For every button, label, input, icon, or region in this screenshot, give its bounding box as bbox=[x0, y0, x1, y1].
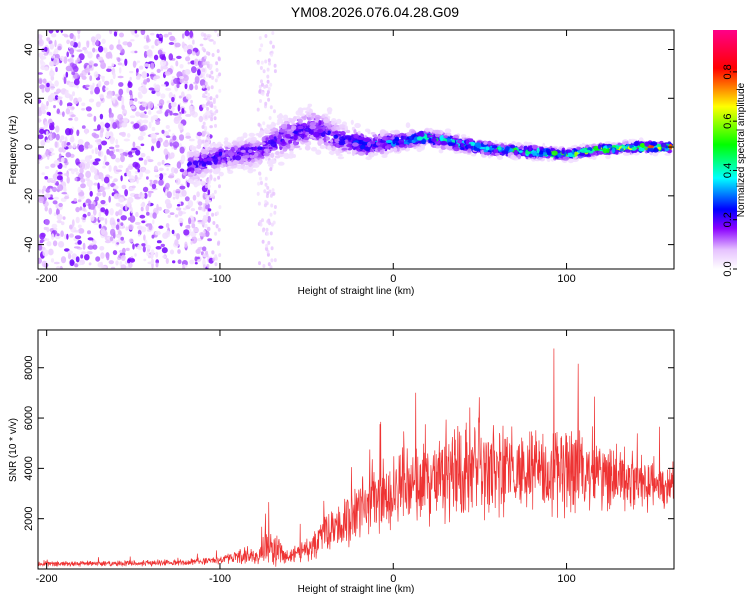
x-tick-label: -100 bbox=[209, 573, 231, 585]
colorbar-tick-label: 0.6 bbox=[722, 114, 734, 129]
x-tick-label: -200 bbox=[36, 573, 58, 585]
snr-x-ticks: -200 -100 0 100 bbox=[36, 330, 576, 585]
snr-x-label: Height of straight line (km) bbox=[298, 584, 415, 595]
x-tick-label: 100 bbox=[557, 273, 575, 285]
colorbar-ticks: 0.0 0.2 0.4 0.6 0.8 bbox=[722, 64, 737, 277]
snr-frame bbox=[37, 329, 675, 570]
spectrogram-y-ticks: -40 -20 0 20 40 bbox=[23, 43, 674, 253]
snr-series-line bbox=[37, 348, 675, 568]
spectrogram-frame bbox=[37, 29, 675, 270]
colorbar-gradient bbox=[713, 30, 737, 269]
spectrogram-heatmap bbox=[38, 30, 674, 269]
y-tick-label: 4000 bbox=[23, 456, 35, 480]
y-tick-label: -20 bbox=[23, 188, 35, 204]
snr-y-label: SNR (10 * v/v) bbox=[8, 418, 19, 482]
x-tick-label: 100 bbox=[557, 573, 575, 585]
x-tick-label: -100 bbox=[209, 273, 231, 285]
colorbar-tick-label: 0.4 bbox=[722, 163, 734, 178]
x-tick-label: 0 bbox=[390, 573, 396, 585]
snr-y-ticks: 2000 4000 6000 8000 bbox=[23, 355, 674, 531]
y-tick-label: 20 bbox=[23, 92, 35, 104]
y-tick-label: -40 bbox=[23, 237, 35, 253]
y-tick-label: 0 bbox=[23, 144, 35, 150]
colorbar-label: Normalized spectral amplitude bbox=[736, 82, 747, 217]
spectrogram-y-label: Frequency (Hz) bbox=[8, 116, 19, 185]
colorbar-tick-label: 0.2 bbox=[722, 212, 734, 227]
figure-title: YM08.2026.076.04.28.G09 bbox=[291, 4, 459, 20]
spectrogram-x-ticks: -200 -100 0 100 bbox=[36, 30, 576, 285]
x-tick-label: 0 bbox=[390, 273, 396, 285]
colorbar-tick-label: 0.8 bbox=[722, 64, 734, 79]
colorbar-tick-label: 0.0 bbox=[722, 261, 734, 276]
colorbar: 0.0 0.2 0.4 0.6 0.8 Normalized spectral ampl… bbox=[713, 30, 747, 277]
x-tick-label: -200 bbox=[36, 273, 58, 285]
y-tick-label: 40 bbox=[23, 43, 35, 55]
snr-panel: -200 -100 0 100 2000 4000 6000 8000 Height of … bbox=[8, 329, 675, 595]
y-tick-label: 8000 bbox=[23, 355, 35, 379]
y-tick-label: 6000 bbox=[23, 406, 35, 430]
y-tick-label: 2000 bbox=[23, 506, 35, 530]
spectrogram-x-label: Height of straight line (km) bbox=[298, 286, 415, 297]
